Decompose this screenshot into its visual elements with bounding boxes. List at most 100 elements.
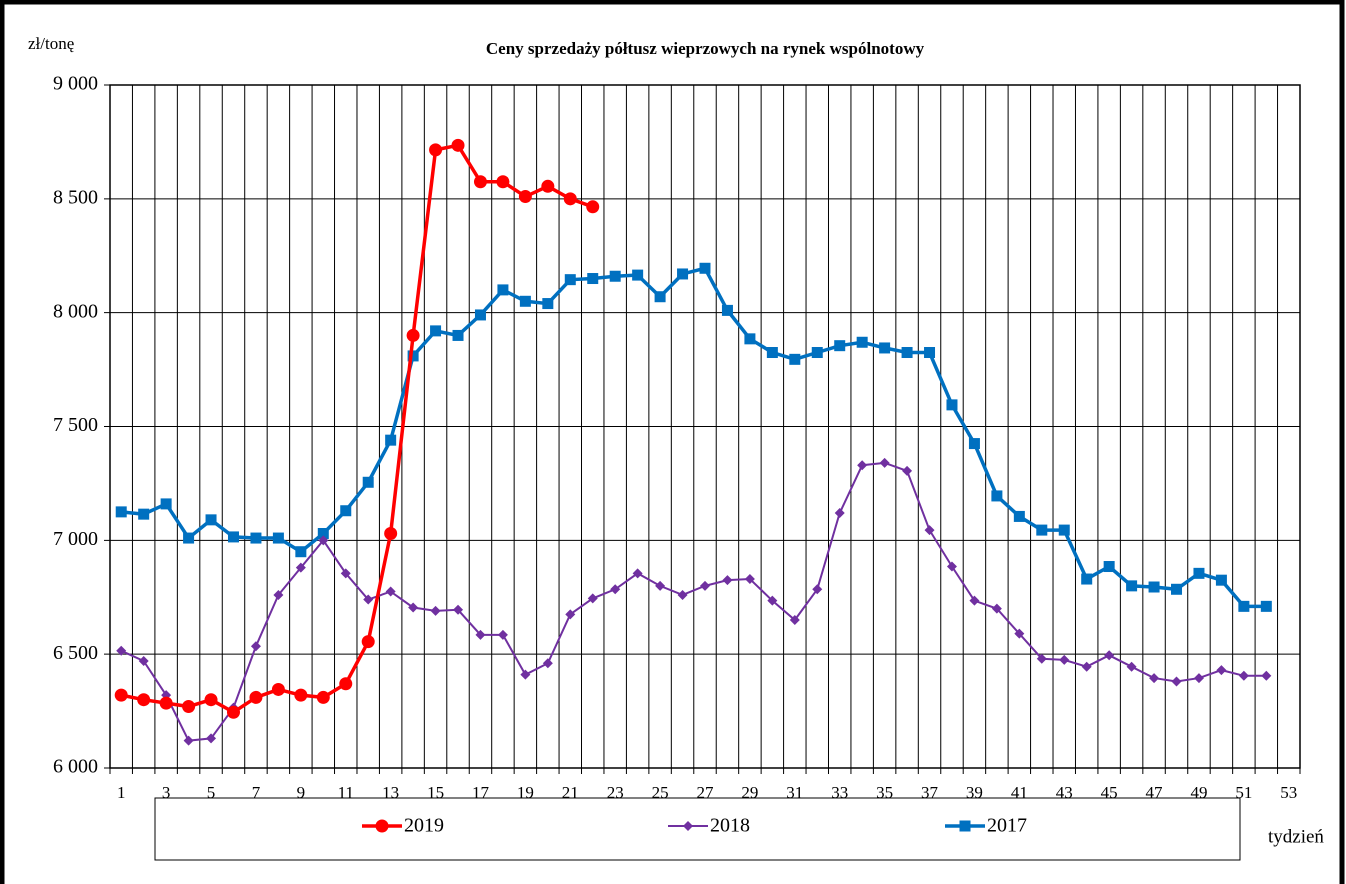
legend-marker: [959, 820, 971, 832]
point: [362, 476, 374, 488]
point: [542, 298, 554, 310]
point: [700, 580, 710, 591]
x-tick-label: 27: [697, 783, 715, 802]
point: [1104, 650, 1115, 661]
point: [294, 688, 308, 702]
legend-marker: [683, 821, 693, 831]
x-tick-label: 9: [297, 783, 306, 802]
x-tick-label: 19: [517, 783, 534, 802]
x-tick-label: 15: [427, 783, 444, 802]
y-tick-label: 8 000: [53, 300, 98, 322]
point: [250, 641, 261, 652]
point: [385, 586, 396, 597]
x-tick-label: 41: [1011, 783, 1028, 802]
point: [407, 350, 419, 362]
point: [473, 175, 487, 189]
point: [385, 434, 397, 446]
x-tick-label: 5: [207, 783, 216, 802]
point: [204, 693, 218, 707]
x-tick-label: 43: [1056, 783, 1073, 802]
point: [609, 270, 621, 282]
point: [1013, 510, 1025, 522]
point: [766, 347, 778, 359]
point: [677, 589, 688, 600]
point: [991, 490, 1003, 502]
point: [271, 682, 285, 696]
x-tick-label: 39: [966, 783, 983, 802]
point: [475, 629, 486, 640]
plot-border: [109, 84, 1301, 769]
point: [115, 506, 127, 518]
point: [946, 399, 958, 411]
point: [542, 658, 553, 669]
legend-box: [154, 797, 1241, 861]
point: [564, 274, 576, 286]
x-tick-label: 11: [338, 783, 354, 802]
point: [317, 528, 329, 540]
point: [541, 179, 555, 193]
series-line: [120, 461, 1267, 742]
chart-title: Ceny sprzedaży półtusz wieprzowych na ry…: [486, 39, 925, 58]
point: [722, 575, 733, 586]
point: [361, 635, 375, 649]
point: [789, 615, 800, 626]
point: [249, 690, 263, 704]
point: [295, 562, 306, 573]
x-tick-label: 7: [252, 783, 261, 802]
point: [1171, 676, 1182, 687]
point: [1261, 670, 1272, 681]
point: [699, 262, 711, 274]
point: [563, 192, 577, 206]
x-tick-label: 3: [162, 783, 171, 802]
point: [946, 561, 957, 572]
point: [1193, 567, 1205, 579]
point: [1148, 581, 1160, 593]
point: [587, 593, 598, 604]
point: [632, 269, 644, 281]
point: [901, 347, 913, 359]
point: [565, 609, 576, 620]
point: [451, 138, 465, 152]
point: [497, 284, 509, 296]
point: [159, 696, 173, 710]
point: [384, 527, 398, 541]
point: [924, 525, 935, 536]
point: [969, 595, 980, 606]
point: [474, 309, 486, 321]
point: [453, 604, 464, 615]
x-tick-label: 1: [117, 783, 126, 802]
x-tick-label: 51: [1235, 783, 1252, 802]
point: [183, 735, 194, 746]
point: [452, 329, 464, 341]
point: [227, 531, 239, 543]
x-tick-label: 37: [921, 783, 939, 802]
point: [1260, 600, 1272, 612]
point: [206, 733, 217, 744]
point: [316, 690, 330, 704]
y-tick-label: 6 500: [53, 642, 98, 664]
point: [520, 669, 531, 680]
point: [408, 602, 419, 613]
point: [586, 200, 600, 214]
point: [272, 532, 284, 544]
y-axis-label: zł/tonę: [28, 34, 74, 53]
point: [116, 645, 127, 656]
x-tick-label: 49: [1190, 783, 1207, 802]
legend-label: 2018: [710, 815, 750, 837]
point: [856, 336, 868, 348]
point: [654, 291, 666, 303]
point: [1059, 654, 1070, 665]
point: [363, 594, 374, 605]
x-axis-label: tydzień: [1268, 826, 1324, 847]
x-tick-label: 31: [786, 783, 803, 802]
point: [1058, 524, 1070, 536]
point: [406, 328, 420, 342]
point: [430, 605, 441, 616]
point: [902, 465, 913, 476]
point: [834, 340, 846, 352]
point: [226, 705, 240, 719]
point: [1126, 580, 1138, 592]
point: [1149, 673, 1160, 684]
x-tick-label: 13: [382, 783, 399, 802]
point: [430, 325, 442, 337]
